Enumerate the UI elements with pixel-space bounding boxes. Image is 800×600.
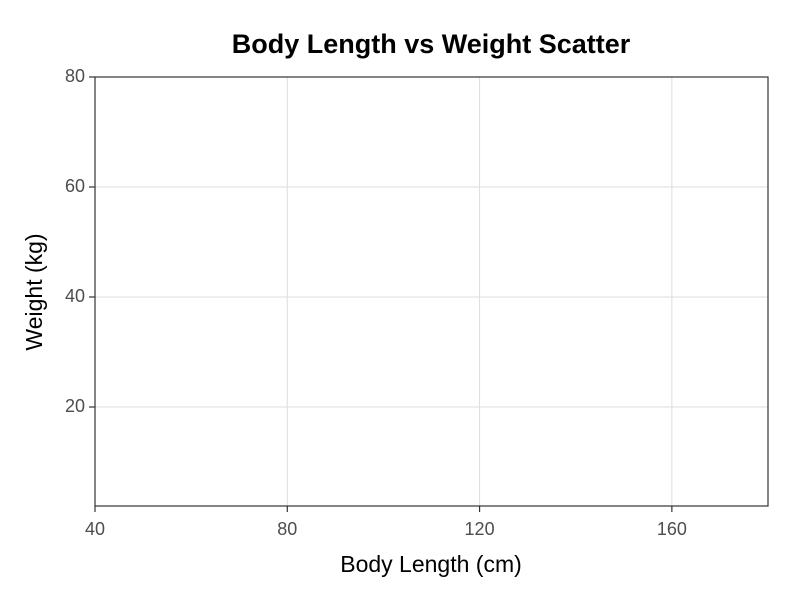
chart-title: Body Length vs Weight Scatter <box>232 29 631 59</box>
y-tick-label: 40 <box>65 286 85 306</box>
x-tick-label: 80 <box>277 519 297 539</box>
x-tick-label: 160 <box>657 519 687 539</box>
y-tick-label: 60 <box>65 176 85 196</box>
plot-border <box>94 76 769 507</box>
y-axis-title: Weight (kg) <box>21 233 47 350</box>
y-tick-label: 20 <box>65 396 85 416</box>
y-tick-label: 80 <box>65 66 85 86</box>
x-tick-label: 120 <box>465 519 495 539</box>
x-axis-title: Body Length (cm) <box>340 551 522 577</box>
x-tick-label: 40 <box>85 519 105 539</box>
